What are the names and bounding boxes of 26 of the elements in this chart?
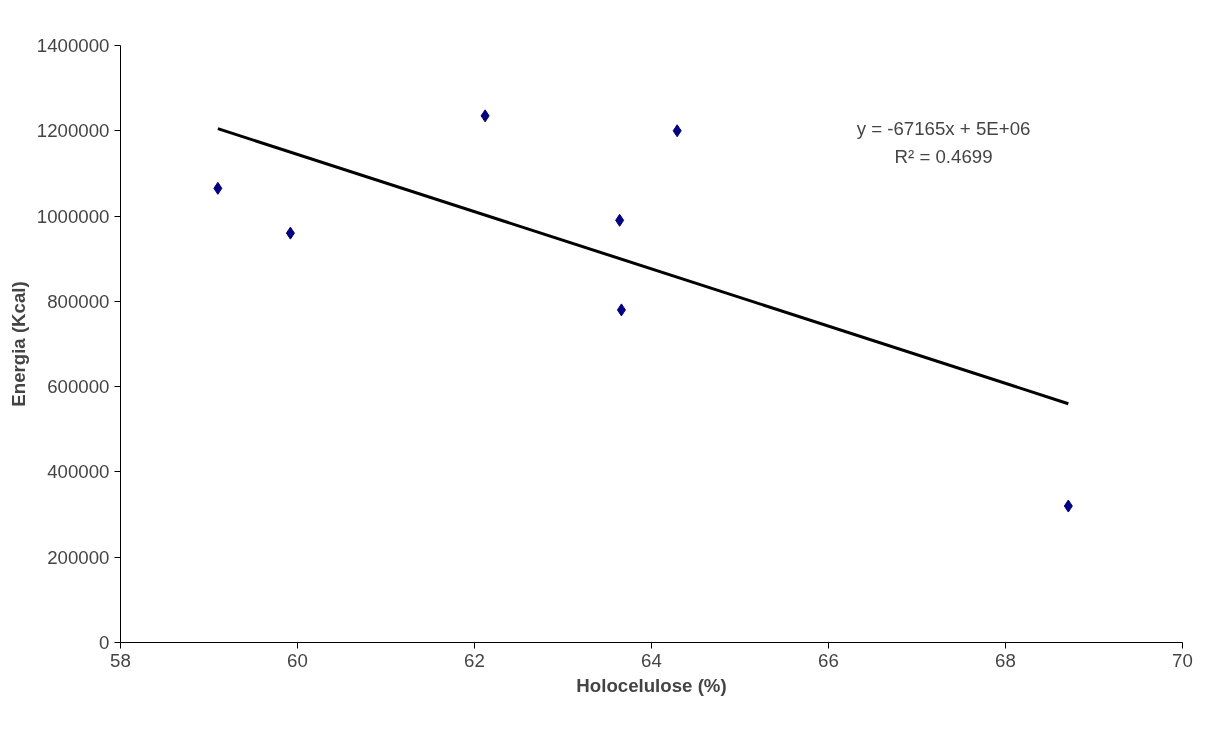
y-axis-title: Energia (Kcal) [7, 281, 29, 407]
y-tick-label: 200000 [47, 546, 110, 568]
point [213, 181, 223, 195]
y-tick-label: 0 [99, 632, 110, 653]
x-tick-label: 58 [110, 649, 131, 671]
point [285, 226, 295, 240]
point [615, 213, 625, 227]
y-tick-label: 1000000 [36, 205, 110, 227]
x-tick-label: 60 [287, 649, 308, 671]
y-tick-label: 400000 [47, 461, 110, 483]
annotation: R² = 0.4699 [894, 146, 993, 168]
annotation: y = -67165x + 5E+06 [856, 118, 1031, 140]
x-tick-label: 66 [818, 649, 839, 671]
x-tick-label: 64 [641, 649, 662, 671]
point [480, 109, 490, 123]
y-tick-label: 1400000 [36, 35, 110, 56]
point [616, 303, 626, 317]
y-tick-label: 600000 [47, 376, 110, 398]
x-tick-label: 70 [1172, 649, 1193, 671]
y-tick-label: 1200000 [36, 120, 110, 142]
x-tick-label: 62 [464, 649, 485, 671]
point [672, 124, 682, 138]
y-tick-label: 800000 [47, 290, 110, 312]
point [1063, 499, 1073, 513]
x-axis-title: Holocelulose (%) [576, 674, 727, 696]
x-tick-label: 68 [995, 649, 1016, 671]
